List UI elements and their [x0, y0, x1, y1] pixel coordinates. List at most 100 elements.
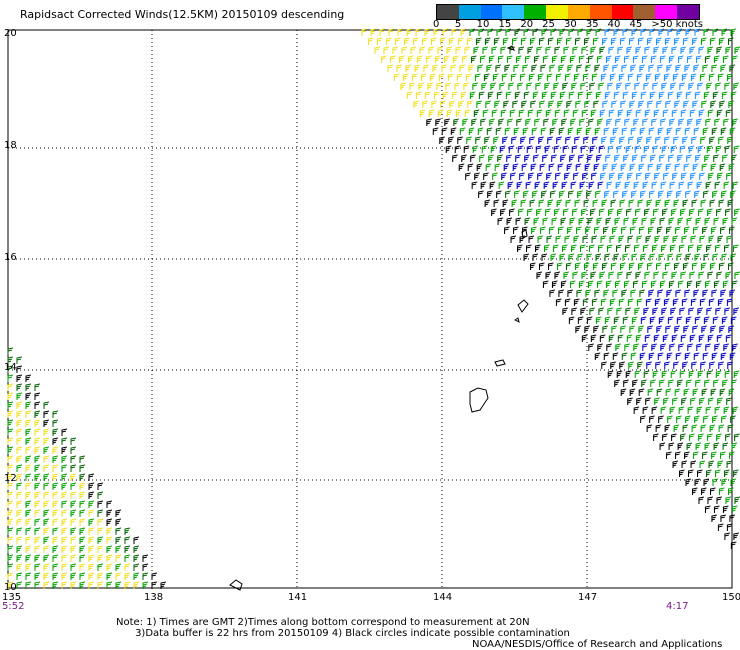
wind-barb [425, 55, 432, 63]
wind-barb [61, 428, 68, 436]
wind-barb [672, 172, 678, 180]
wind-barb [664, 424, 671, 432]
wind-barb [578, 280, 585, 288]
wind-barb [638, 325, 644, 333]
wind-barb [499, 145, 506, 153]
wind-barb [520, 136, 526, 144]
wind-barb [510, 172, 516, 180]
wind-barb [34, 563, 41, 571]
wind-barb [524, 217, 531, 225]
wind-barb [142, 581, 149, 589]
wind-barb [707, 433, 713, 441]
wind-barb [525, 181, 532, 189]
wind-barb [542, 217, 549, 225]
wind-barb [61, 563, 68, 571]
wind-barb [657, 226, 663, 234]
wind-barb [701, 163, 708, 171]
wind-barb [61, 446, 68, 454]
wind-barb [52, 527, 59, 535]
wind-barb [448, 37, 455, 45]
wind-barb [558, 289, 565, 297]
wind-barb [644, 109, 651, 117]
wind-barb [486, 64, 493, 72]
wind-barb [692, 388, 699, 396]
wind-barb [607, 244, 613, 252]
wind-barb [682, 199, 689, 207]
wind-barb [566, 163, 573, 171]
wind-barb [692, 325, 698, 333]
wind-barb [541, 190, 547, 198]
wind-barb [426, 118, 432, 126]
wind-barb [568, 253, 575, 261]
wind-barb [707, 109, 714, 117]
wind-barb [697, 244, 703, 252]
wind-barb [666, 127, 673, 135]
wind-barb [43, 554, 50, 562]
wind-barb [587, 55, 594, 63]
wind-barb [106, 581, 113, 589]
wind-barb [633, 181, 640, 189]
wind-barb [720, 226, 726, 234]
wind-barb [519, 73, 526, 81]
wind-barb [732, 118, 738, 126]
wind-barb [609, 298, 616, 306]
wind-barb [7, 428, 14, 436]
wind-barb [585, 226, 591, 234]
wind-barb [524, 55, 531, 63]
wind-barb [473, 109, 480, 117]
wind-barb [557, 100, 563, 108]
legend-swatch-0 [437, 5, 459, 19]
wind-barb [540, 226, 546, 234]
wind-barb [720, 64, 727, 72]
wind-barb [517, 145, 524, 153]
wind-barb [614, 280, 621, 288]
wind-barb [25, 563, 32, 571]
wind-barb [492, 172, 498, 180]
wind-barb [590, 109, 597, 117]
lat-label-14: 14 [4, 362, 17, 373]
wind-barb [689, 46, 696, 54]
wind-barb [703, 190, 709, 198]
wind-barb [615, 118, 621, 126]
wind-barb [556, 262, 563, 270]
wind-barb [487, 190, 493, 198]
wind-barb [34, 554, 41, 562]
wind-barb [584, 163, 591, 171]
wind-barb [630, 289, 637, 297]
wind-barb [106, 536, 113, 544]
wind-barb [402, 73, 409, 81]
wind-barb [528, 73, 535, 81]
wind-barb [448, 136, 454, 144]
wind-barb [726, 235, 733, 243]
wind-barb [133, 563, 140, 571]
wind-barb [565, 262, 572, 270]
wind-barb [490, 82, 496, 90]
wind-barb [34, 581, 41, 589]
wind-barb [731, 154, 737, 162]
wind-barb [697, 307, 703, 315]
wind-barb [523, 91, 530, 99]
wind-barb [16, 554, 23, 562]
wind-barb [701, 388, 708, 396]
wind-barb [583, 37, 590, 45]
wind-barb [700, 136, 706, 144]
wind-barb [624, 181, 631, 189]
wind-barb [16, 428, 23, 436]
wind-barb [662, 109, 669, 117]
wind-barb [606, 118, 612, 126]
wind-barb [571, 307, 577, 315]
wind-barb [560, 217, 567, 225]
wind-barb [479, 154, 485, 162]
wind-barb [535, 244, 541, 252]
wind-barb [598, 307, 604, 315]
wind-barb [630, 64, 637, 72]
wind-barb [608, 208, 614, 216]
wind-barb [733, 307, 739, 315]
wind-barb [52, 518, 59, 526]
wind-barb [518, 46, 525, 54]
wind-barb [627, 235, 634, 243]
wind-barb [709, 361, 715, 369]
wind-barb [432, 64, 439, 72]
wind-barb [672, 460, 679, 468]
wind-barb [549, 289, 556, 297]
